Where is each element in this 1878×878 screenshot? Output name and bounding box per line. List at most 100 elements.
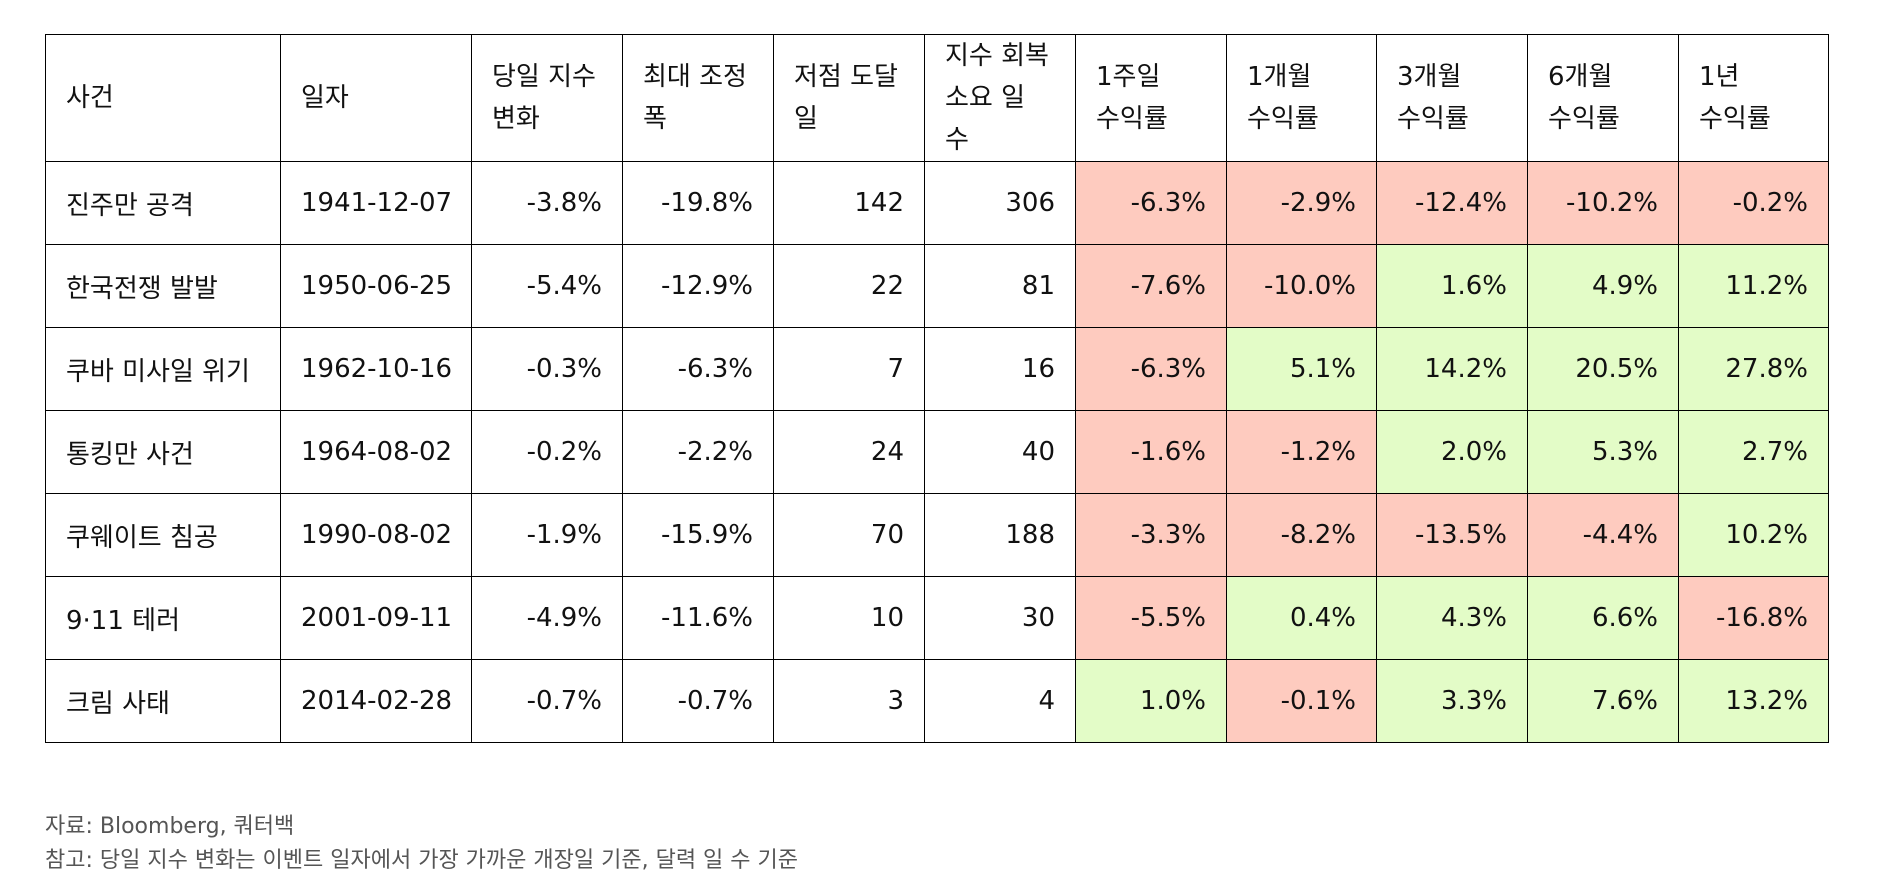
cell-6m-return: 20.5% — [1527, 327, 1679, 411]
cell-6m-return: -4.4% — [1527, 493, 1679, 577]
cell-1y-return: -16.8% — [1678, 576, 1829, 660]
cell-6m-return: 7.6% — [1527, 659, 1679, 743]
cell-6m-return: 6.6% — [1527, 576, 1679, 660]
cell-max-drawdown: -19.8% — [622, 161, 774, 245]
cell-day-change: -0.2% — [471, 410, 623, 494]
cell-1y-return: 2.7% — [1678, 410, 1829, 494]
cell-days-to-recover: 40 — [924, 410, 1076, 494]
header-text-line: 최대 조정 — [643, 62, 747, 92]
cell-max-drawdown: -6.3% — [622, 327, 774, 411]
header-6m-return: 6개월 수익률 — [1527, 34, 1679, 162]
cell-event: 크림 사태 — [45, 659, 281, 743]
cell-max-drawdown: -11.6% — [622, 576, 774, 660]
cell-date: 2001-09-11 — [280, 576, 472, 660]
cell-1y-return: 10.2% — [1678, 493, 1829, 577]
cell-day-change: -3.8% — [471, 161, 623, 245]
cell-days-to-recover: 30 — [924, 576, 1076, 660]
cell-1m-return: -8.2% — [1226, 493, 1377, 577]
header-text-line: 수익률 — [1247, 104, 1319, 134]
cell-1m-return: -10.0% — [1226, 244, 1377, 328]
cell-1y-return: -0.2% — [1678, 161, 1829, 245]
cell-day-change: -1.9% — [471, 493, 623, 577]
header-3m-return: 3개월 수익률 — [1376, 34, 1528, 162]
event-returns-table: 사건 일자 당일 지수 변화 최대 조정 폭 저점 도달 일 지수 회복 소요 일 수 1주일 수익률… — [45, 34, 1829, 743]
cell-1y-return: 13.2% — [1678, 659, 1829, 743]
header-text-line: 수익률 — [1548, 104, 1620, 134]
cell-day-change: -5.4% — [471, 244, 623, 328]
cell-date: 1990-08-02 — [280, 493, 472, 577]
cell-days-to-recover: 306 — [924, 161, 1076, 245]
cell-3m-return: 3.3% — [1376, 659, 1528, 743]
cell-day-change: -4.9% — [471, 576, 623, 660]
cell-days-to-recover: 4 — [924, 659, 1076, 743]
header-text-line: 수익률 — [1096, 104, 1168, 134]
cell-date: 1964-08-02 — [280, 410, 472, 494]
cell-3m-return: 1.6% — [1376, 244, 1528, 328]
cell-6m-return: 5.3% — [1527, 410, 1679, 494]
header-text-line: 지수 회복 — [945, 41, 1049, 71]
header-text-line: 1주일 — [1096, 62, 1161, 92]
header-text-line: 일 — [794, 104, 818, 134]
header-text-line: 일자 — [301, 83, 349, 113]
header-row: 사건 일자 당일 지수 변화 최대 조정 폭 저점 도달 일 지수 회복 소요 일 수 1주일 수익률… — [45, 34, 1829, 162]
header-text-line: 변화 — [492, 104, 540, 134]
reference-note: 참고: 당일 지수 변화는 이벤트 일자에서 가장 가까운 개장일 기준, 달력… — [45, 848, 798, 873]
table-row: 쿠바 미사일 위기 1962-10-16 -0.3% -6.3% 7 16 -6.3% 5.1… — [45, 327, 1829, 411]
header-text-line: 1년 — [1699, 62, 1740, 92]
cell-days-to-recover: 16 — [924, 327, 1076, 411]
cell-date: 1950-06-25 — [280, 244, 472, 328]
cell-event: 통킹만 사건 — [45, 410, 281, 494]
header-text-line: 1개월 — [1247, 62, 1312, 92]
cell-3m-return: -13.5% — [1376, 493, 1528, 577]
cell-1w-return: -6.3% — [1075, 327, 1227, 411]
cell-1w-return: -3.3% — [1075, 493, 1227, 577]
source-note: 자료: Bloomberg, 쿼터백 — [45, 814, 295, 839]
cell-max-drawdown: -2.2% — [622, 410, 774, 494]
cell-days-to-bottom: 7 — [773, 327, 925, 411]
table-row: 크림 사태 2014-02-28 -0.7% -0.7% 3 4 1.0% -0.1% 3.3%… — [45, 659, 1829, 743]
footnotes: 자료: Bloomberg, 쿼터백 참고: 당일 지수 변화는 이벤트 일자에… — [45, 810, 798, 878]
cell-event: 쿠웨이트 침공 — [45, 493, 281, 577]
table-body: 진주만 공격 1941-12-07 -3.8% -19.8% 142 306 -6.3% -2… — [45, 161, 1829, 743]
cell-1m-return: -2.9% — [1226, 161, 1377, 245]
cell-max-drawdown: -15.9% — [622, 493, 774, 577]
cell-days-to-recover: 81 — [924, 244, 1076, 328]
header-text-line: 저점 도달 — [794, 62, 898, 92]
header-text-line: 수익률 — [1699, 104, 1771, 134]
cell-3m-return: 4.3% — [1376, 576, 1528, 660]
table-row: 쿠웨이트 침공 1990-08-02 -1.9% -15.9% 70 188 -3.3% -8… — [45, 493, 1829, 577]
table-row: 진주만 공격 1941-12-07 -3.8% -19.8% 142 306 -6.3% -2… — [45, 161, 1829, 245]
cell-date: 1941-12-07 — [280, 161, 472, 245]
cell-1w-return: -5.5% — [1075, 576, 1227, 660]
cell-3m-return: 2.0% — [1376, 410, 1528, 494]
header-text-line: 사건 — [66, 83, 114, 113]
cell-1w-return: 1.0% — [1075, 659, 1227, 743]
header-text-line: 3개월 — [1397, 62, 1462, 92]
cell-days-to-bottom: 70 — [773, 493, 925, 577]
header-text-line: 당일 지수 — [492, 62, 596, 92]
table-row: 한국전쟁 발발 1950-06-25 -5.4% -12.9% 22 81 -7.6% -10… — [45, 244, 1829, 328]
cell-days-to-bottom: 3 — [773, 659, 925, 743]
cell-1m-return: -1.2% — [1226, 410, 1377, 494]
cell-1m-return: 5.1% — [1226, 327, 1377, 411]
cell-days-to-recover: 188 — [924, 493, 1076, 577]
cell-1m-return: 0.4% — [1226, 576, 1377, 660]
cell-days-to-bottom: 142 — [773, 161, 925, 245]
event-returns-table-container: 사건 일자 당일 지수 변화 최대 조정 폭 저점 도달 일 지수 회복 소요 일 수 1주일 수익률… — [45, 34, 1829, 743]
table-header: 사건 일자 당일 지수 변화 최대 조정 폭 저점 도달 일 지수 회복 소요 일 수 1주일 수익률… — [45, 34, 1829, 162]
cell-date: 1962-10-16 — [280, 327, 472, 411]
cell-1w-return: -7.6% — [1075, 244, 1227, 328]
header-text-line: 폭 — [643, 104, 667, 134]
table-row: 통킹만 사건 1964-08-02 -0.2% -2.2% 24 40 -1.6% -1.2%… — [45, 410, 1829, 494]
table-row: 9·11 테러 2001-09-11 -4.9% -11.6% 10 30 -5.5% 0.4… — [45, 576, 1829, 660]
cell-1w-return: -6.3% — [1075, 161, 1227, 245]
cell-max-drawdown: -0.7% — [622, 659, 774, 743]
cell-1y-return: 11.2% — [1678, 244, 1829, 328]
cell-event: 한국전쟁 발발 — [45, 244, 281, 328]
cell-6m-return: -10.2% — [1527, 161, 1679, 245]
